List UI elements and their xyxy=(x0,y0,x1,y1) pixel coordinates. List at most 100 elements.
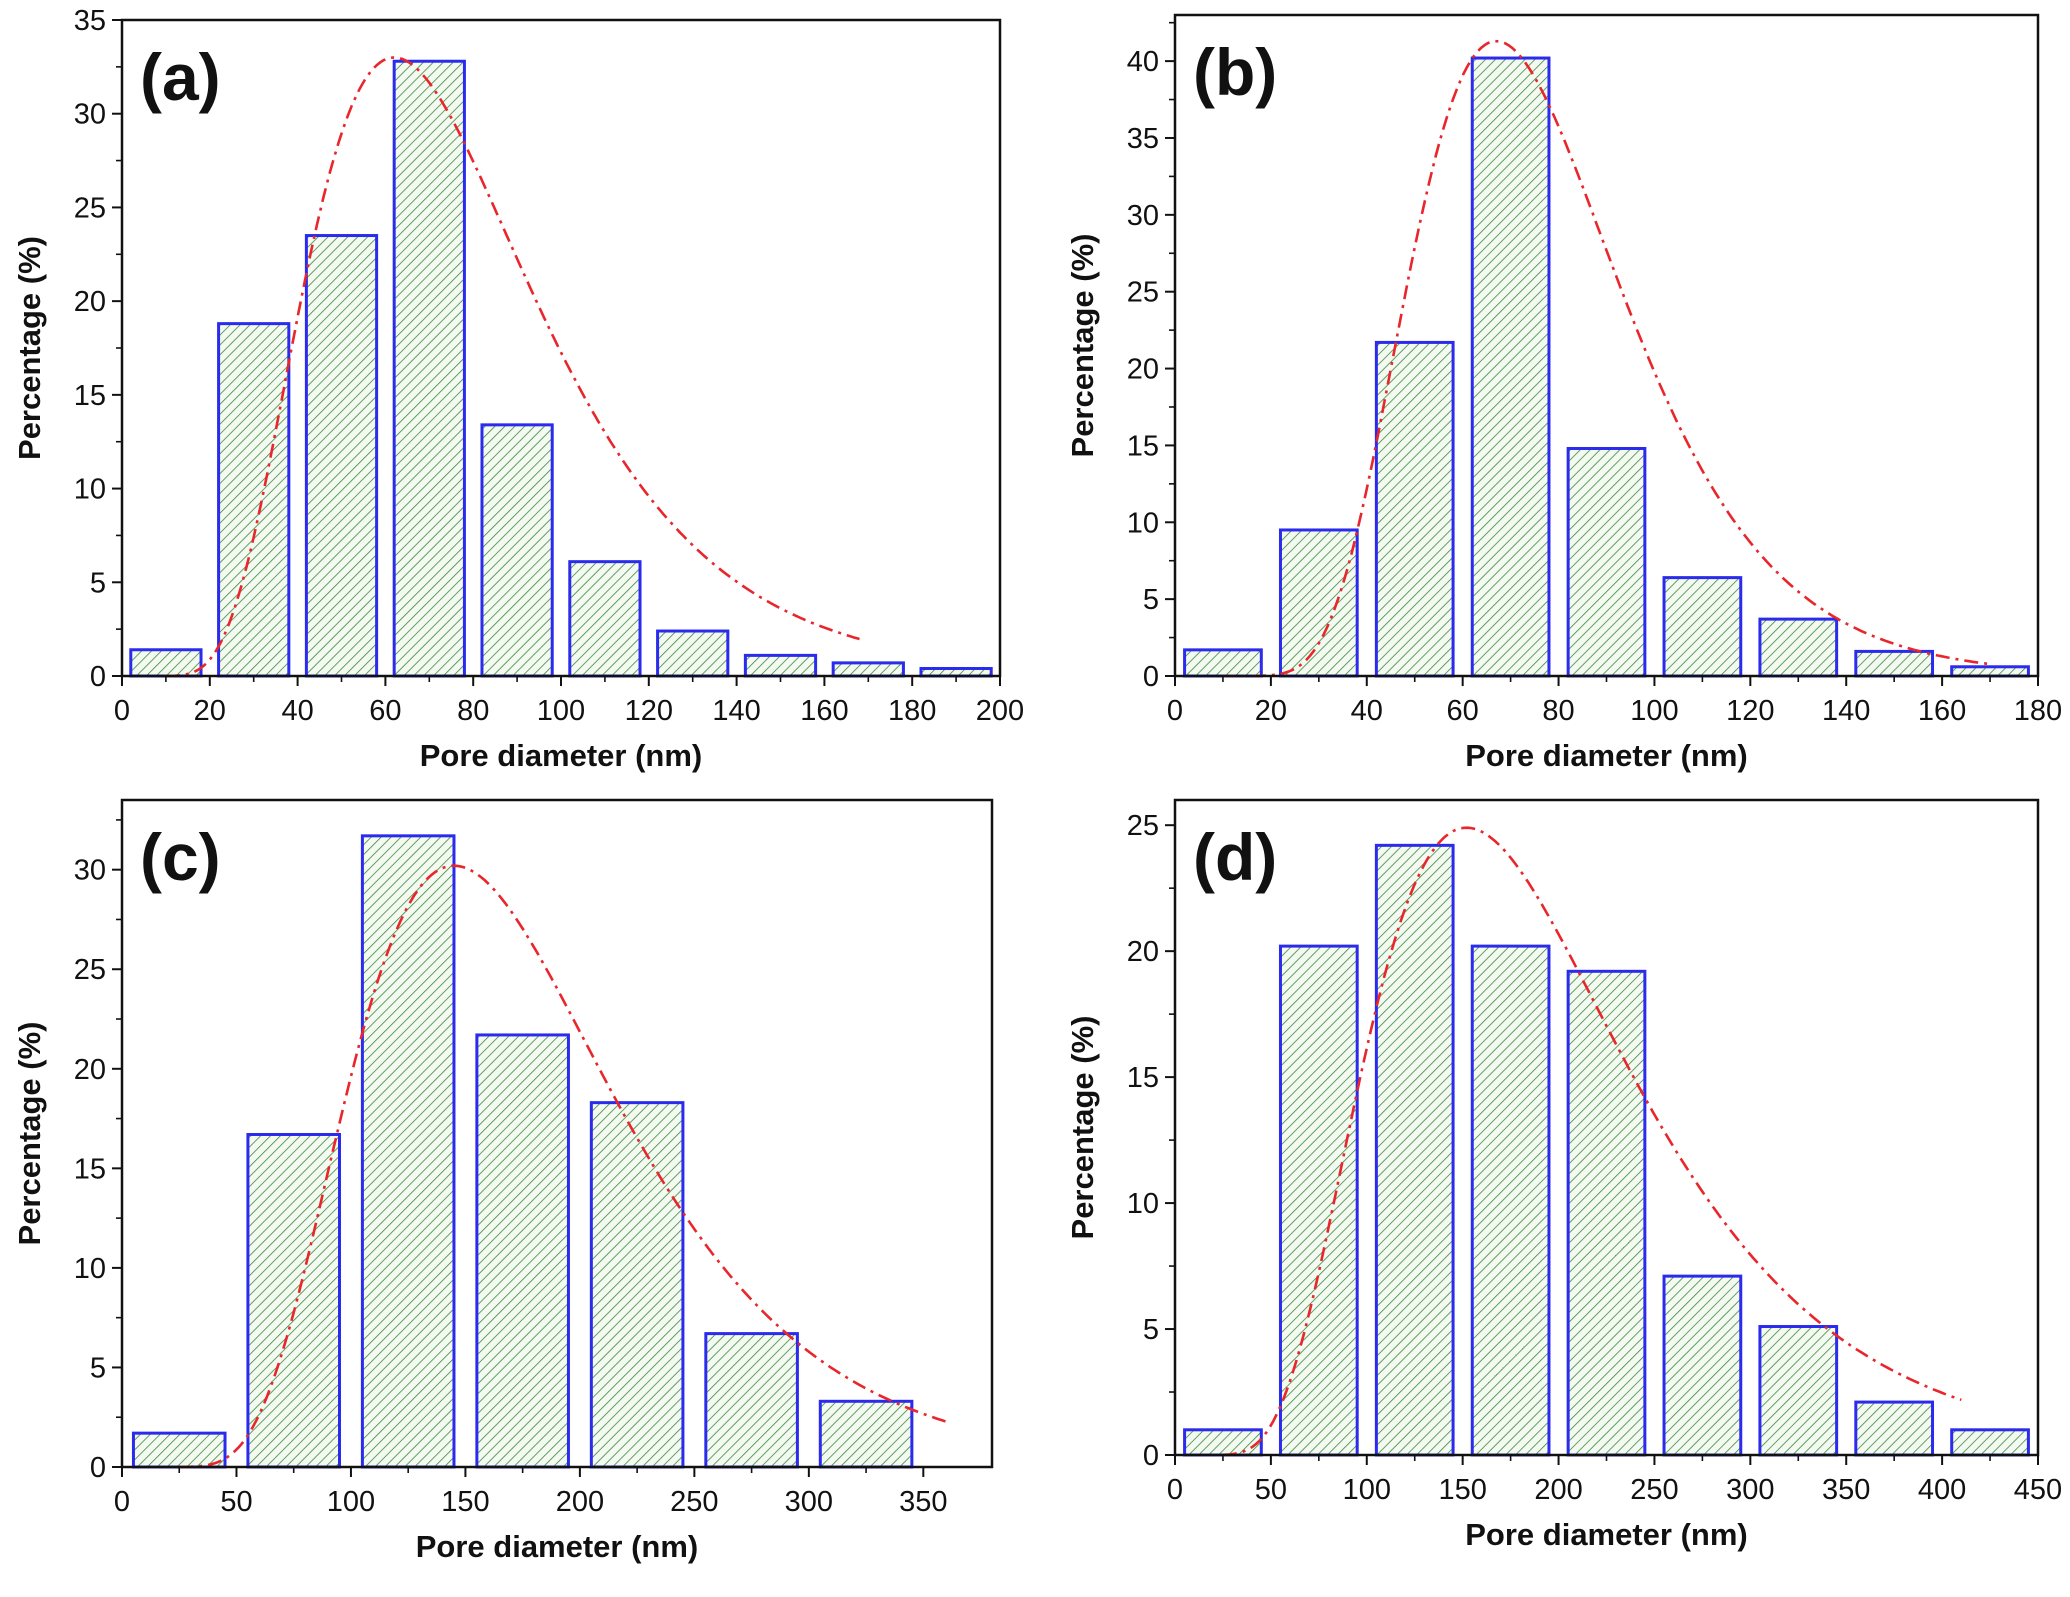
y-axis-title-a: Percentage (%) xyxy=(12,236,47,460)
y-tick-label-c-4: 20 xyxy=(74,1054,106,1086)
x-tick-label-b-2: 40 xyxy=(1351,695,1383,727)
fit-curve-c xyxy=(179,864,952,1469)
x-tick-label-a-3: 60 xyxy=(369,695,401,727)
y-tick-label-c-1: 5 xyxy=(90,1352,106,1384)
x-tick-label-c-5: 250 xyxy=(670,1486,718,1518)
panel-a: 0 20 40 60 80 100 120 140 160 180 200 0 5 10 15 20 25 30 3… xyxy=(12,5,1024,773)
bar-c-5 xyxy=(704,1332,799,1469)
x-tick-label-b-4: 80 xyxy=(1542,695,1574,727)
bar-a-7 xyxy=(743,653,818,678)
x-tick-label-a-8: 160 xyxy=(800,695,848,727)
y-tick-label-b-6: 30 xyxy=(1127,200,1159,232)
x-tick-label-d-1: 50 xyxy=(1255,1474,1287,1506)
bar-b-3 xyxy=(1470,56,1551,678)
bar-b-8 xyxy=(1950,665,2030,678)
bar-d-7 xyxy=(1854,1400,1935,1457)
x-axis-title-b: Pore diameter (nm) xyxy=(1465,738,1748,773)
bar-c-3 xyxy=(475,1033,570,1469)
x-tick-label-b-9: 180 xyxy=(2014,695,2062,727)
bar-d-8 xyxy=(1950,1428,2030,1457)
bar-d-6 xyxy=(1758,1325,1839,1457)
y-axis-title-c: Percentage (%) xyxy=(12,1022,47,1246)
y-axis-title-b: Percentage (%) xyxy=(1065,234,1100,458)
bar-a-0 xyxy=(129,648,203,678)
bar-c-4 xyxy=(589,1101,685,1469)
x-tick-label-c-2: 100 xyxy=(327,1486,375,1518)
panel-b: 0 20 40 60 80 100 120 140 160 180 0 5 10 15 20 25 30 35 40… xyxy=(1065,13,2062,773)
bar-b-4 xyxy=(1566,446,1647,678)
y-tick-label-a-4: 20 xyxy=(74,286,106,318)
panel-label-d: (d) xyxy=(1193,820,1277,894)
x-tick-label-c-1: 50 xyxy=(220,1486,252,1518)
bar-a-5 xyxy=(568,560,642,678)
x-tick-label-a-5: 100 xyxy=(537,695,585,727)
fit-curve-b xyxy=(1222,39,1991,678)
x-axis-title-c: Pore diameter (nm) xyxy=(416,1529,699,1564)
fit-curve-a xyxy=(165,56,860,678)
y-tick-label-d-5: 25 xyxy=(1127,810,1159,842)
x-tick-label-b-6: 120 xyxy=(1726,695,1774,727)
x-tick-label-c-7: 350 xyxy=(899,1486,947,1518)
bar-a-8 xyxy=(831,661,905,678)
panel-d: 0 50 100 150 200 250 300 350 400 450 0 5 10 15 20 25 Por… xyxy=(1065,798,2062,1552)
x-tick-label-d-0: 0 xyxy=(1167,1474,1183,1506)
x-tick-label-b-8: 160 xyxy=(1918,695,1966,727)
bar-d-5 xyxy=(1662,1274,1743,1457)
y-tick-label-b-8: 40 xyxy=(1127,46,1159,78)
x-tick-label-d-3: 150 xyxy=(1438,1474,1486,1506)
x-tick-label-a-7: 140 xyxy=(712,695,760,727)
bar-d-1 xyxy=(1278,944,1359,1457)
y-tick-label-d-2: 10 xyxy=(1127,1188,1159,1220)
y-tick-label-b-2: 10 xyxy=(1127,507,1159,539)
x-tick-label-a-2: 40 xyxy=(281,695,313,727)
bar-a-2 xyxy=(304,234,379,678)
x-axis-title-a: Pore diameter (nm) xyxy=(420,738,703,773)
y-axis-title-d: Percentage (%) xyxy=(1065,1016,1100,1240)
bar-b-5 xyxy=(1662,576,1743,678)
bar-a-3 xyxy=(392,59,466,678)
bar-b-1 xyxy=(1278,528,1359,678)
x-tick-label-d-9: 450 xyxy=(2014,1474,2062,1506)
x-tick-label-b-1: 20 xyxy=(1255,695,1287,727)
bar-a-6 xyxy=(656,629,730,678)
x-tick-label-c-0: 0 xyxy=(114,1486,130,1518)
bar-b-0 xyxy=(1183,648,1263,678)
y-tick-label-b-0: 0 xyxy=(1143,661,1159,693)
bar-d-0 xyxy=(1183,1428,1263,1457)
x-tick-label-b-5: 100 xyxy=(1630,695,1678,727)
x-tick-label-b-7: 140 xyxy=(1822,695,1870,727)
bar-d-2 xyxy=(1374,843,1455,1457)
y-tick-label-d-0: 0 xyxy=(1143,1440,1159,1472)
y-tick-label-c-5: 25 xyxy=(74,954,106,986)
y-tick-label-a-3: 15 xyxy=(74,380,106,412)
y-tick-label-c-0: 0 xyxy=(90,1452,106,1484)
x-tick-label-d-2: 100 xyxy=(1343,1474,1391,1506)
panel-label-b: (b) xyxy=(1193,35,1277,109)
x-tick-label-a-4: 80 xyxy=(457,695,489,727)
y-tick-label-b-3: 15 xyxy=(1127,430,1159,462)
y-tick-label-c-3: 15 xyxy=(74,1153,106,1185)
x-tick-label-c-4: 200 xyxy=(556,1486,604,1518)
bar-c-6 xyxy=(818,1399,914,1469)
y-tick-label-c-6: 30 xyxy=(74,855,106,887)
x-axis-title-d: Pore diameter (nm) xyxy=(1465,1517,1748,1552)
y-tick-label-b-1: 5 xyxy=(1143,584,1159,616)
y-tick-label-b-4: 20 xyxy=(1127,354,1159,386)
plot-frame-c xyxy=(120,798,994,1469)
bar-c-2 xyxy=(360,834,456,1469)
bar-b-7 xyxy=(1854,649,1935,678)
x-tick-label-c-6: 300 xyxy=(785,1486,833,1518)
x-tick-label-b-3: 60 xyxy=(1447,695,1479,727)
x-tick-label-a-6: 120 xyxy=(625,695,673,727)
y-tick-label-c-2: 10 xyxy=(74,1253,106,1285)
panel-c: 0 50 100 150 200 250 300 350 0 5 10 15 20 25 30 Pore di… xyxy=(12,798,994,1564)
x-tick-label-c-3: 150 xyxy=(441,1486,489,1518)
x-tick-label-d-4: 200 xyxy=(1534,1474,1582,1506)
x-tick-label-d-7: 350 xyxy=(1822,1474,1870,1506)
x-tick-label-a-1: 20 xyxy=(194,695,226,727)
x-tick-label-a-9: 180 xyxy=(888,695,936,727)
bar-b-6 xyxy=(1758,617,1839,678)
bar-c-1 xyxy=(246,1132,341,1469)
y-tick-label-a-6: 30 xyxy=(74,99,106,131)
